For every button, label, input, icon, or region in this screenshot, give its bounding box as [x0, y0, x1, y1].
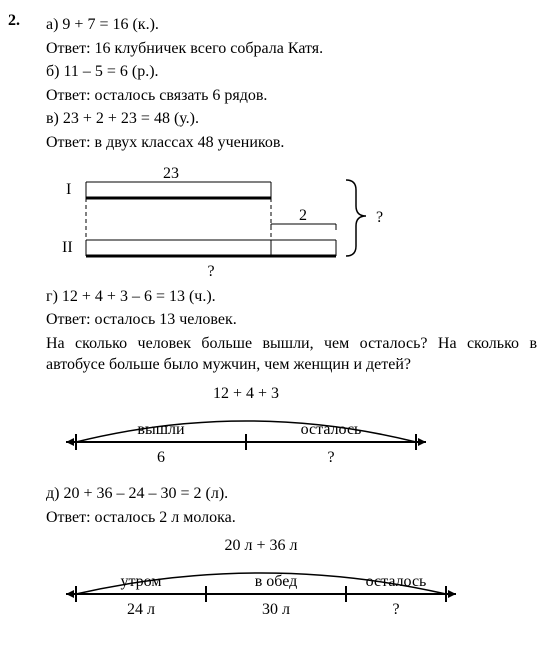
diagram-d-seg2-bot: 30 л: [262, 601, 290, 618]
line-g-eq: г) 12 + 4 + 3 – 6 = 13 (ч.).: [46, 286, 537, 308]
diagram-d-seg1-top: утром: [120, 573, 161, 590]
diagram-c-label-I: I: [66, 181, 71, 198]
diagram-c: I 23 II: [46, 162, 537, 282]
diagram-d-seg3-top: осталось: [366, 573, 427, 590]
diagram-c-brace-q: ?: [376, 209, 383, 226]
problem-body: а) 9 + 7 = 16 (к.). Ответ: 16 клубничек …: [46, 12, 537, 635]
diagram-c-right-value: 2: [299, 207, 307, 224]
problem-number: 2.: [8, 12, 46, 635]
diagram-d-seg1-bot: 24 л: [127, 601, 155, 618]
diagram-g: 12 + 4 + 3 вышли осталось 6 ?: [46, 384, 537, 479]
diagram-c-top-value: 23: [163, 165, 179, 182]
diagram-d: 20 л + 36 л утром в обед осталось 24 л 3…: [46, 536, 537, 631]
line-a-ans: Ответ: 16 клубничек всего собрала Катя.: [46, 38, 537, 60]
diagram-d-seg2-top: в обед: [255, 573, 298, 590]
line-g-question: На сколько человек больше вышли, чем ост…: [46, 333, 537, 376]
line-c-ans: Ответ: в двух классах 48 учеников.: [46, 132, 537, 154]
diagram-g-arc-label: 12 + 4 + 3: [213, 385, 279, 402]
line-b-ans: Ответ: осталось связать 6 рядов.: [46, 85, 537, 107]
line-d-eq: д) 20 + 36 – 24 – 30 = 2 (л).: [46, 483, 537, 505]
diagram-c-label-II: II: [62, 239, 73, 256]
line-c-eq: в) 23 + 2 + 23 = 48 (у.).: [46, 108, 537, 130]
diagram-g-left-label: вышли: [137, 421, 185, 438]
line-a-eq: а) 9 + 7 = 16 (к.).: [46, 14, 537, 36]
line-d-ans: Ответ: осталось 2 л молока.: [46, 507, 537, 529]
diagram-g-left-bottom: 6: [157, 449, 165, 466]
diagram-g-right-label: осталось: [301, 421, 362, 438]
diagram-c-bottom-q: ?: [207, 263, 214, 280]
line-g-ans: Ответ: осталось 13 человек.: [46, 309, 537, 331]
diagram-d-seg3-bot: ?: [392, 601, 399, 618]
line-b-eq: б) 11 – 5 = 6 (р.).: [46, 61, 537, 83]
diagram-g-right-bottom: ?: [327, 449, 334, 466]
diagram-d-arc-label: 20 л + 36 л: [225, 537, 298, 554]
